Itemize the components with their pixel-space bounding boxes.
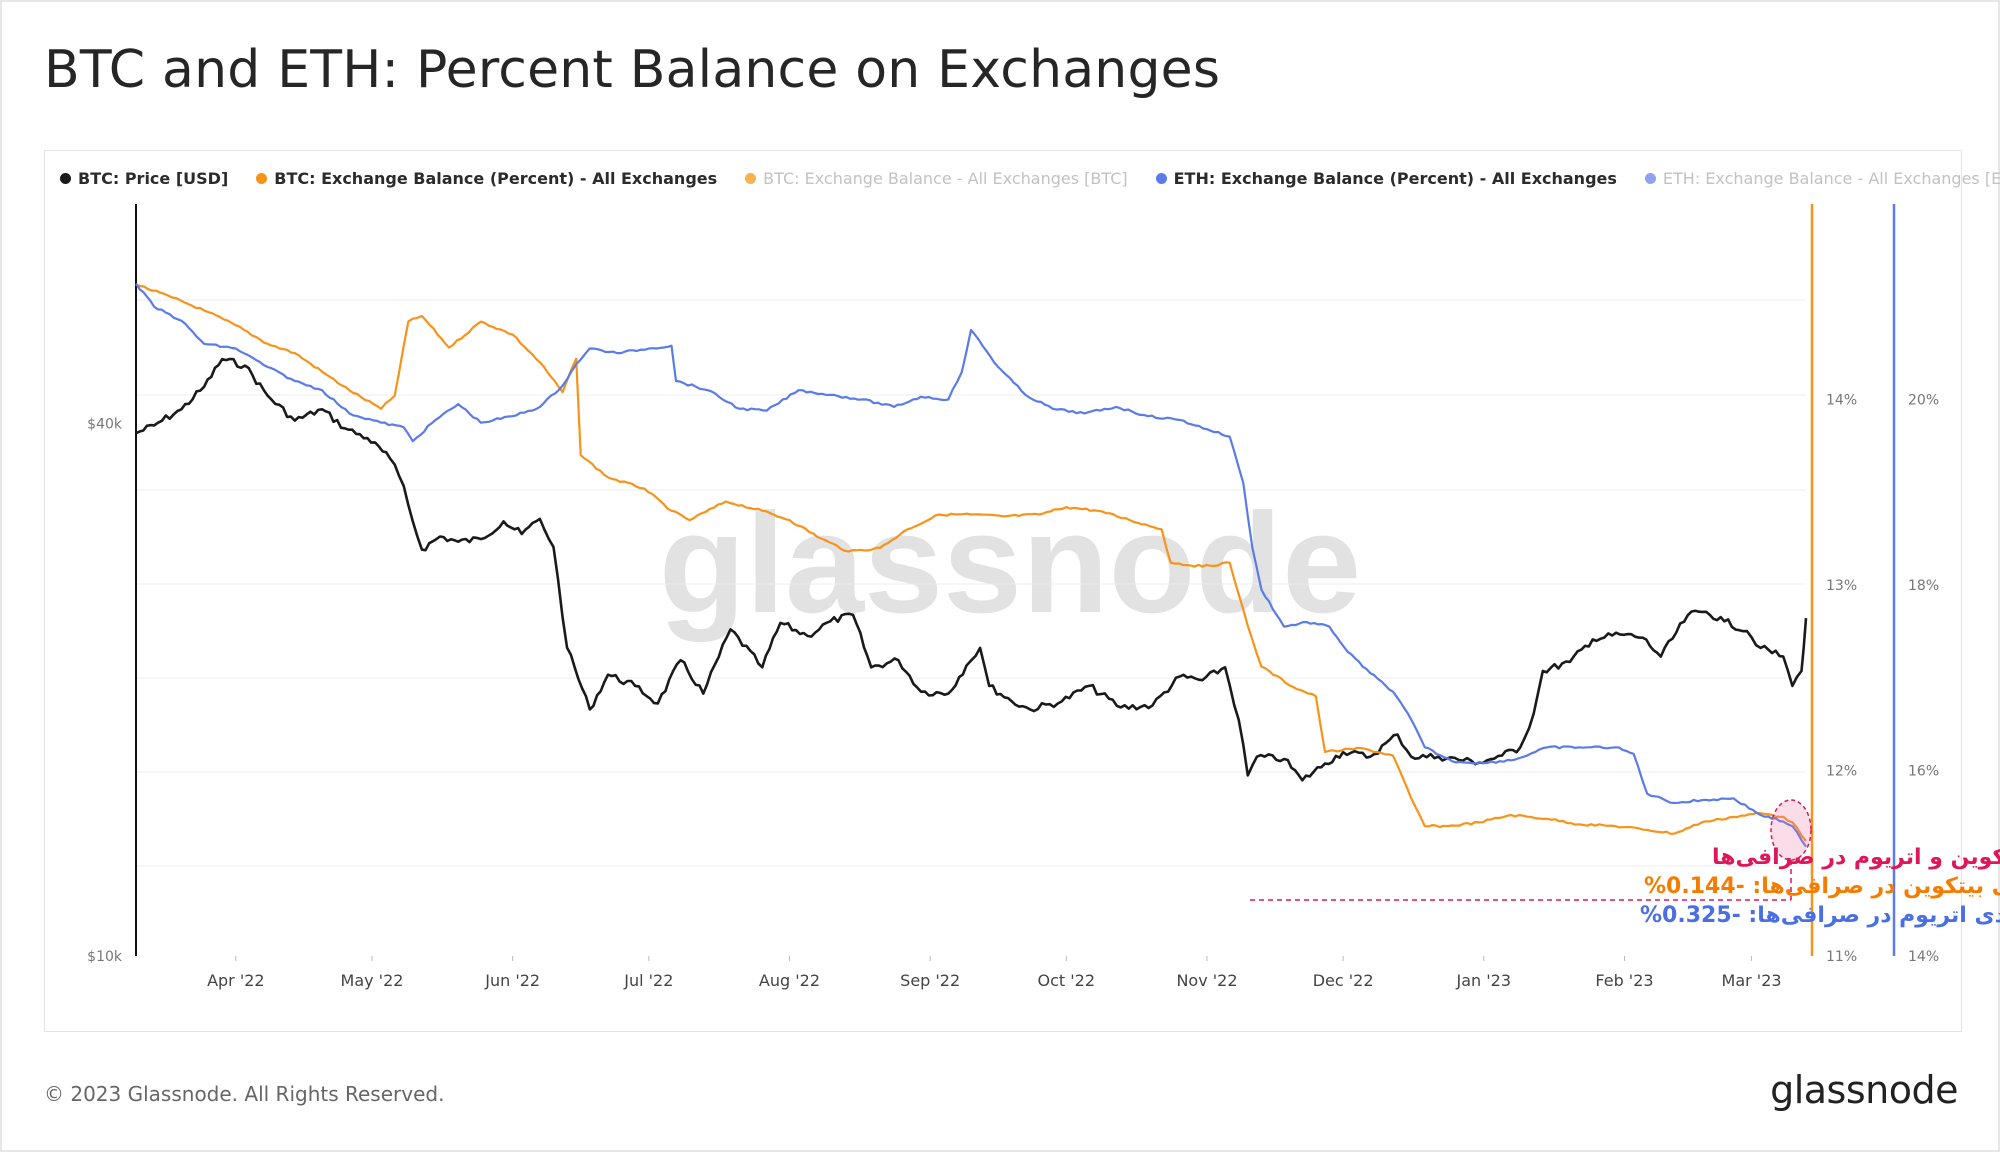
highlight-ellipse xyxy=(1770,799,1812,861)
legend-dot xyxy=(256,172,268,184)
right-btc-tick-label-2: 13% xyxy=(1826,578,1857,594)
x-tick-label-11: Feb '23 xyxy=(1595,971,1653,990)
legend-item-1[interactable]: BTC: Price [USD] xyxy=(60,169,228,188)
x-tick-label-10: Jan '23 xyxy=(1456,971,1512,990)
legend-dot xyxy=(60,172,71,184)
x-tick-label-4: Jul '22 xyxy=(623,971,673,990)
right-eth-tick-label-1: 20% xyxy=(1908,393,1939,409)
right-btc-tick-label-4: 11% xyxy=(1826,949,1857,965)
x-tick-label-2: May '22 xyxy=(341,971,404,990)
x-tick-label-12: Mar '23 xyxy=(1722,971,1782,990)
x-tick-label-1: Apr '22 xyxy=(207,971,265,990)
glassnode-logo: glassnode xyxy=(1770,1068,1958,1112)
legend-dot xyxy=(1155,172,1167,184)
copyright-text: © 2023 Glassnode. All Rights Reserved. xyxy=(44,1082,445,1106)
x-tick-label-6: Sep '22 xyxy=(900,971,960,990)
right-btc-tick-label-3: 12% xyxy=(1826,764,1857,780)
left-tick-label-1: $40k xyxy=(87,416,123,432)
annotation-title: کاهش سنگین موجودی بیتکوین و اتریوم در صر… xyxy=(1712,843,2000,870)
grid-lines xyxy=(136,299,1806,867)
x-tick-label-8: Nov '22 xyxy=(1176,971,1237,990)
series-layer xyxy=(135,283,1808,848)
right-eth-tick-label-2: 18% xyxy=(1908,578,1939,594)
right-eth-tick-label-3: 16% xyxy=(1908,764,1939,780)
right-btc-tick-label-1: 14% xyxy=(1826,393,1857,409)
annotation-btc: موجودی بیتکوین در صرافی‌ها: -0.144% xyxy=(1644,874,2000,899)
legend-label: ETH: Exchange Balance - All Exchanges [E… xyxy=(1662,168,2000,188)
annotation-eth: موجودی اتریوم در صرافی‌ها: -0.325% xyxy=(1640,903,2000,928)
legend-item-3[interactable]: BTC: Exchange Balance - All Exchanges [B… xyxy=(745,168,1128,188)
page-title: BTC and ETH: Percent Balance on Exchange… xyxy=(44,40,1221,100)
legend-label: ETH: Exchange Balance (Percent) - All Ex… xyxy=(1173,168,1617,188)
legend-item-5[interactable]: ETH: Exchange Balance - All Exchanges [E… xyxy=(1644,168,2000,188)
x-tick-label-7: Oct '22 xyxy=(1038,971,1096,990)
legend-item-2[interactable]: BTC: Exchange Balance (Percent) - All Ex… xyxy=(256,169,717,188)
right-eth-tick-label-4: 14% xyxy=(1908,949,1939,965)
chart-legend: BTC: Price [USD] BTC: Exchange Balance (P… xyxy=(60,166,2000,190)
annotation-group: کاهش سنگین موجودی بیتکوین و اتریوم در صر… xyxy=(1250,799,2000,928)
left-tick-label-2: $10k xyxy=(87,949,123,965)
x-tick-label-3: Jun '22 xyxy=(484,971,540,990)
series-line-2 xyxy=(135,283,1807,842)
legend-label: BTC: Price [USD] xyxy=(78,168,229,188)
chart-panel xyxy=(44,150,1962,1032)
x-tick-label-5: Aug '22 xyxy=(759,971,820,990)
legend-label: BTC: Exchange Balance - All Exchanges [B… xyxy=(763,168,1128,188)
legend-dot xyxy=(1644,172,1656,184)
series-line-1 xyxy=(135,357,1808,782)
x-tick-label-9: Dec '22 xyxy=(1313,971,1374,990)
legend-dot xyxy=(745,172,757,184)
axes: $40k $10k 14% 13% 12% 11% 20% 18% 16% 14% Apr '22 M… xyxy=(87,204,1939,990)
legend-item-4[interactable]: ETH: Exchange Balance (Percent) - All Ex… xyxy=(1155,168,1617,188)
legend-label: BTC: Exchange Balance (Percent) - All Ex… xyxy=(274,168,718,188)
series-line-3 xyxy=(135,283,1807,848)
